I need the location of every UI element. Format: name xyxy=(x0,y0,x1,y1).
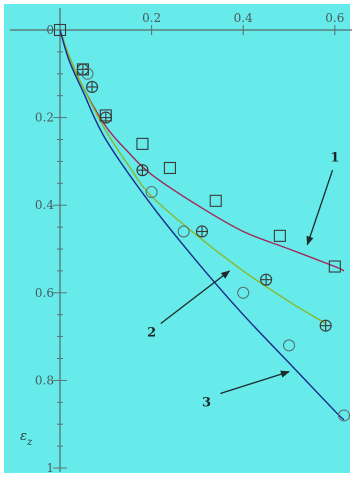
y-tick-label-3: 0.6 xyxy=(35,286,54,300)
series-2-point-3 xyxy=(136,164,149,177)
series-1-point-6 xyxy=(273,229,286,242)
y-tick-label-1: 0.2 xyxy=(35,111,54,125)
y-tick-label-5: 1 xyxy=(46,461,54,475)
square-marker xyxy=(209,194,222,207)
series-2-point-2 xyxy=(99,111,112,124)
y-tick-label-0: 0 xyxy=(46,23,54,37)
square-marker xyxy=(163,161,176,175)
series-3-point-5 xyxy=(338,409,350,422)
annotation-2-arrow xyxy=(160,270,231,324)
series-1-point-0 xyxy=(53,23,67,37)
y-axis-title: εz xyxy=(20,429,33,448)
circle-marker xyxy=(338,409,350,422)
square-marker xyxy=(328,260,341,273)
y-tick-label-4: 0.8 xyxy=(35,373,54,387)
circle-marker xyxy=(145,186,158,199)
annotation-2-label: 2 xyxy=(147,326,156,341)
circle-marker xyxy=(237,286,250,299)
square-marker xyxy=(136,137,149,150)
series-3-point-3 xyxy=(237,286,250,299)
series-3-point-4 xyxy=(283,339,296,352)
series-2-curve xyxy=(59,29,327,325)
circle-marker xyxy=(81,67,94,80)
x-tick-label-1: 0.4 xyxy=(234,11,253,25)
y-axis-title-main: ε xyxy=(20,429,27,444)
series-2-point-4 xyxy=(195,225,209,238)
annotation-3-label: 3 xyxy=(202,396,211,411)
series-3-point-1 xyxy=(145,186,158,199)
series-2-point-6 xyxy=(319,319,332,332)
series-3-point-2 xyxy=(177,225,190,238)
series-1-point-7 xyxy=(328,260,341,273)
annotation-1-arrow xyxy=(306,169,334,246)
series-2-point-1 xyxy=(86,80,99,93)
x-tick-label-0: 0.2 xyxy=(142,11,161,25)
series-2-point-5 xyxy=(260,273,273,286)
series-2-point-0 xyxy=(76,63,89,76)
y-tick-label-2: 0.4 xyxy=(35,198,54,212)
circle-marker xyxy=(177,225,190,238)
series-3-curve xyxy=(59,29,345,421)
annotation-3-arrow xyxy=(220,370,290,395)
series-1-point-4 xyxy=(163,161,176,175)
x-tick-label-2: 0.6 xyxy=(325,11,344,25)
circle-marker xyxy=(283,339,296,352)
square-marker xyxy=(53,23,67,37)
series-1-point-3 xyxy=(136,137,149,150)
series-3-point-0 xyxy=(81,67,94,80)
square-marker xyxy=(273,229,286,242)
y-axis-title-sub: z xyxy=(26,437,33,448)
annotation-1-label: 1 xyxy=(330,150,339,165)
series-1-point-5 xyxy=(209,194,222,207)
